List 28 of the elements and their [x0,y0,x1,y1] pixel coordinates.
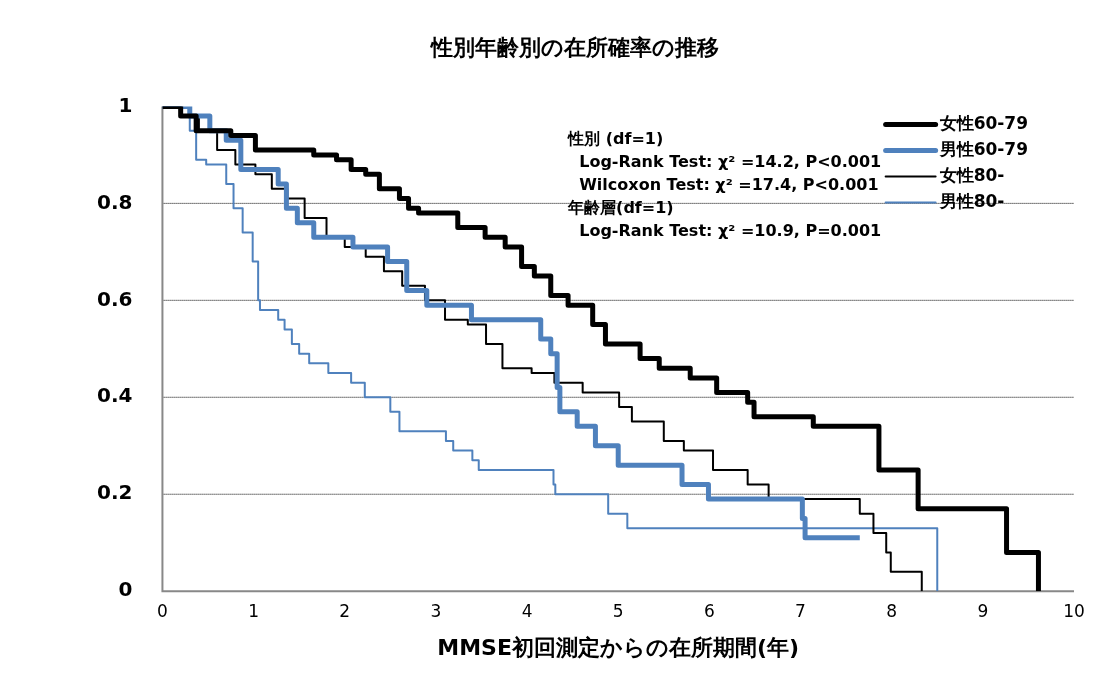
x-tick-label: 8 [886,600,898,621]
legend-label: 女性60-79 [938,112,1028,133]
x-tick-label: 0 [157,600,168,621]
annotation: Log-Rank Test: χ² =14.2, P<0.001 [568,151,882,171]
legend-label: 女性80- [938,164,1005,185]
y-tick-label: 0.4 [96,383,133,408]
y-tick-label: 1 [118,92,133,117]
annotation: 性別 (df=1) [567,128,664,148]
x-axis-title: MMSE初回測定からの在所期間(年) [437,634,800,660]
chart-title: 性別年齢別の在所確率の推移 [428,34,719,60]
legend-label: 男性60-79 [938,138,1028,159]
y-tick-label: 0 [118,577,133,602]
x-tick-label: 7 [795,600,806,621]
x-tick-label: 10 [1063,600,1085,621]
annotation: Log-Rank Test: χ² =10.9, P=0.001 [568,220,882,240]
y-tick-label: 0.6 [96,286,133,311]
x-tick-label: 1 [248,600,259,621]
x-tick-label: 5 [612,600,624,621]
annotation: Wilcoxon Test: χ² =17.4, P<0.001 [568,174,879,194]
legend-label: 男性80- [938,190,1005,211]
x-tick-label: 3 [430,600,442,621]
y-tick-label: 0.2 [96,480,133,505]
annotation: 年齢層(df=1) [567,197,674,217]
x-tick-label: 4 [521,600,533,621]
x-tick-label: 6 [703,600,715,621]
y-tick-label: 0.8 [96,189,133,214]
x-tick-label: 9 [977,600,989,621]
x-tick-label: 2 [339,600,351,621]
